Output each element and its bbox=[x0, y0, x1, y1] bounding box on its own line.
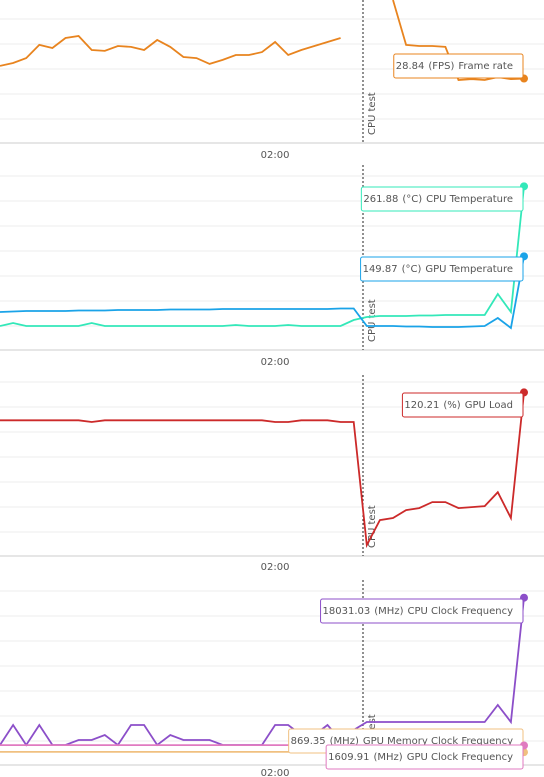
label-name: GPU Clock Frequency bbox=[407, 752, 513, 763]
series-line bbox=[0, 256, 525, 330]
label-value: 149.87 bbox=[363, 264, 398, 275]
label-value: 120.21 bbox=[404, 400, 439, 411]
series-line bbox=[0, 186, 525, 327]
label-text: 18031.03 (MHz) CPU Clock Frequency bbox=[323, 606, 514, 617]
label-text: 869.35 (MHz) GPU Memory Clock Frequency bbox=[291, 736, 513, 747]
label-value: 18031.03 bbox=[323, 606, 371, 617]
marker-label: CPU test bbox=[367, 505, 378, 548]
label-box bbox=[360, 186, 524, 212]
label-box bbox=[360, 256, 524, 282]
label-unit: (FPS) bbox=[428, 61, 454, 72]
value-label: 120.21 (%) GPU Load bbox=[401, 392, 524, 418]
label-name: GPU Temperature bbox=[425, 264, 513, 275]
label-name: GPU Load bbox=[465, 400, 513, 411]
marker-label: CPU test bbox=[367, 92, 378, 135]
label-text: 120.21 (%) GPU Load bbox=[404, 400, 513, 411]
value-label: 28.84 (FPS) Frame rate bbox=[393, 53, 524, 79]
label-unit: (%) bbox=[443, 400, 460, 411]
label-value: 869.35 bbox=[291, 736, 326, 747]
series-line bbox=[0, 392, 525, 549]
label-unit: (MHz) bbox=[374, 752, 403, 763]
label-unit: (MHz) bbox=[330, 736, 359, 747]
label-box bbox=[393, 53, 524, 79]
label-text: 261.88 (°C) CPU Temperature bbox=[363, 194, 513, 205]
value-label: 18031.03 (MHz) CPU Clock Frequency bbox=[320, 598, 524, 624]
label-text: 28.84 (FPS) Frame rate bbox=[396, 61, 513, 72]
label-unit: (°C) bbox=[402, 264, 422, 275]
value-label: 261.88 (°C) CPU Temperature bbox=[360, 186, 524, 212]
label-unit: (MHz) bbox=[374, 606, 403, 617]
label-unit: (°C) bbox=[402, 194, 422, 205]
x-tick-label: 02:00 bbox=[261, 357, 290, 368]
x-tick-label: 02:00 bbox=[261, 768, 290, 777]
value-label: 149.87 (°C) GPU Temperature bbox=[360, 256, 524, 282]
label-name: Frame rate bbox=[458, 61, 513, 72]
marker-label: CPU test bbox=[367, 299, 378, 342]
label-value: 261.88 bbox=[363, 194, 398, 205]
label-name: CPU Temperature bbox=[426, 194, 513, 205]
label-name: CPU Clock Frequency bbox=[407, 606, 513, 617]
label-value: 1609.91 bbox=[328, 752, 369, 763]
label-box bbox=[401, 392, 524, 418]
x-tick-label: 02:00 bbox=[261, 562, 290, 573]
x-tick-label: 02:00 bbox=[261, 150, 290, 161]
label-box bbox=[320, 598, 524, 624]
label-name: GPU Memory Clock Frequency bbox=[363, 736, 513, 747]
label-text: 149.87 (°C) GPU Temperature bbox=[363, 264, 513, 275]
value-label: 1609.91 (MHz) GPU Clock Frequency bbox=[325, 744, 524, 770]
label-text: 1609.91 (MHz) GPU Clock Frequency bbox=[328, 752, 513, 763]
label-value: 28.84 bbox=[396, 61, 425, 72]
label-box bbox=[325, 744, 524, 770]
